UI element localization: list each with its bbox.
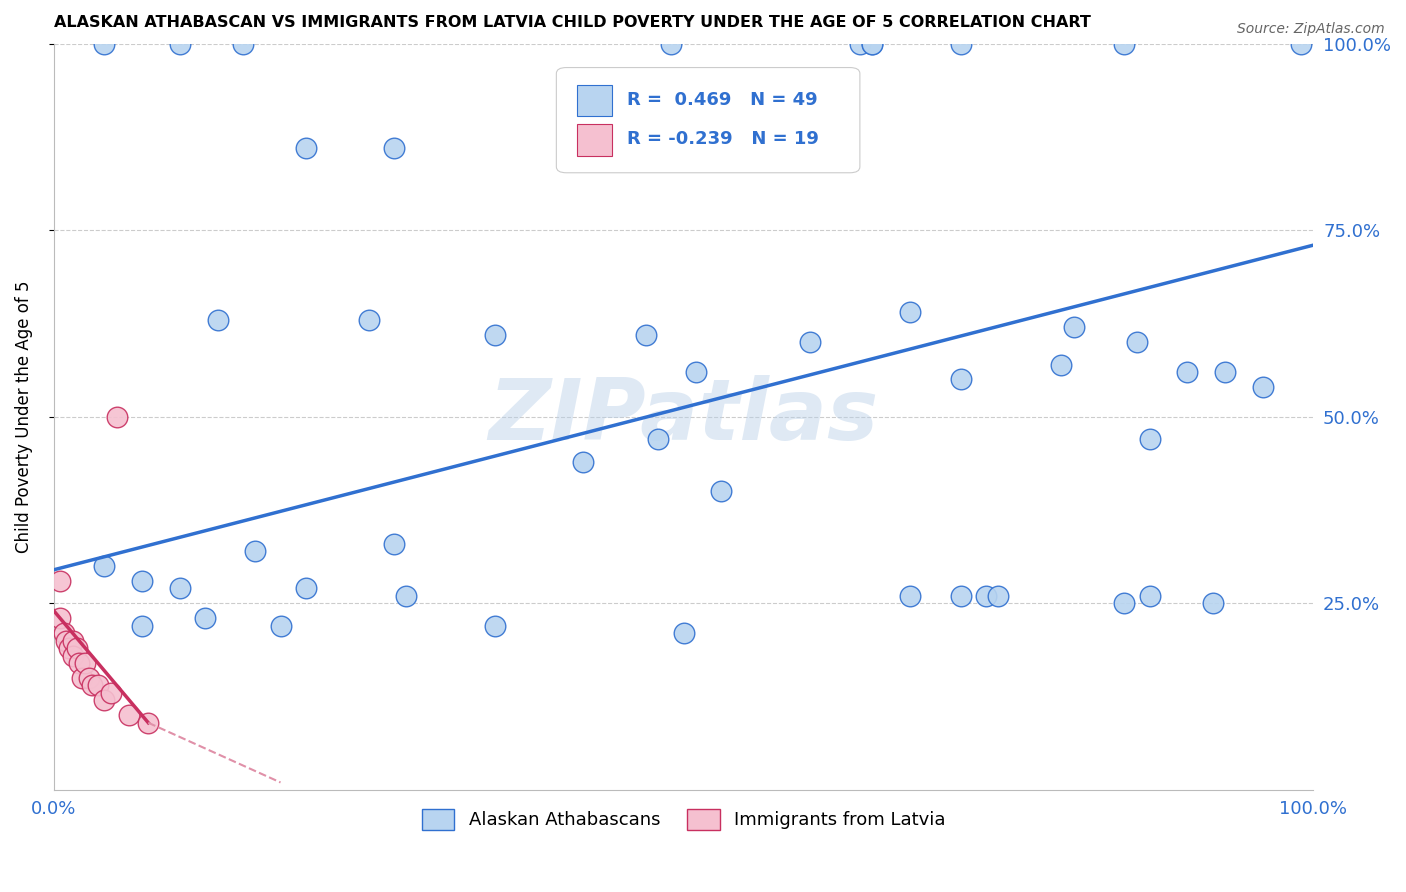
- Point: [862, 37, 884, 51]
- Point: [80, 678, 103, 692]
- Point: [232, 37, 254, 51]
- Point: [898, 589, 921, 603]
- Point: [245, 544, 267, 558]
- Point: [294, 582, 316, 596]
- Point: [62, 633, 84, 648]
- Point: [357, 312, 380, 326]
- Point: [799, 335, 821, 350]
- Y-axis label: Child Poverty Under the Age of 5: Child Poverty Under the Age of 5: [15, 281, 32, 553]
- Point: [93, 559, 115, 574]
- Point: [105, 409, 128, 424]
- Point: [1139, 589, 1161, 603]
- Point: [1175, 365, 1198, 379]
- Point: [634, 327, 657, 342]
- Point: [131, 619, 153, 633]
- Point: [1126, 335, 1149, 350]
- Point: [270, 619, 292, 633]
- Point: [862, 37, 884, 51]
- Point: [1063, 320, 1085, 334]
- Point: [849, 37, 872, 51]
- Point: [93, 693, 115, 707]
- Point: [647, 432, 669, 446]
- Point: [62, 648, 84, 663]
- FancyBboxPatch shape: [557, 68, 860, 173]
- Point: [898, 305, 921, 319]
- Point: [1114, 596, 1136, 610]
- Point: [52, 626, 75, 640]
- FancyBboxPatch shape: [576, 85, 612, 116]
- Point: [1050, 358, 1073, 372]
- Point: [65, 641, 87, 656]
- Point: [974, 589, 997, 603]
- Point: [949, 372, 972, 386]
- Point: [194, 611, 217, 625]
- Point: [136, 715, 159, 730]
- Point: [1251, 380, 1274, 394]
- Text: R =  0.469   N = 49: R = 0.469 N = 49: [627, 91, 817, 109]
- Text: Source: ZipAtlas.com: Source: ZipAtlas.com: [1237, 22, 1385, 37]
- Text: R = -0.239   N = 19: R = -0.239 N = 19: [627, 130, 818, 148]
- Point: [169, 37, 191, 51]
- Point: [382, 141, 405, 155]
- Point: [949, 37, 972, 51]
- Point: [484, 619, 506, 633]
- Point: [77, 671, 100, 685]
- Point: [1289, 37, 1312, 51]
- Point: [987, 589, 1010, 603]
- Point: [685, 365, 707, 379]
- Point: [1213, 365, 1236, 379]
- Point: [710, 484, 733, 499]
- Point: [49, 611, 72, 625]
- Point: [49, 574, 72, 588]
- Point: [672, 626, 695, 640]
- Point: [58, 641, 80, 656]
- Point: [93, 37, 115, 51]
- Point: [1201, 596, 1223, 610]
- Point: [87, 678, 110, 692]
- Point: [55, 633, 77, 648]
- Text: ALASKAN ATHABASCAN VS IMMIGRANTS FROM LATVIA CHILD POVERTY UNDER THE AGE OF 5 CO: ALASKAN ATHABASCAN VS IMMIGRANTS FROM LA…: [53, 15, 1091, 30]
- Point: [395, 589, 418, 603]
- Point: [75, 656, 97, 670]
- Point: [118, 708, 141, 723]
- Point: [294, 141, 316, 155]
- Legend: Alaskan Athabascans, Immigrants from Latvia: Alaskan Athabascans, Immigrants from Lat…: [415, 802, 953, 837]
- Point: [949, 589, 972, 603]
- Point: [1139, 432, 1161, 446]
- Point: [382, 536, 405, 550]
- Point: [207, 312, 229, 326]
- Point: [484, 327, 506, 342]
- Point: [131, 574, 153, 588]
- Point: [100, 686, 122, 700]
- Point: [67, 656, 90, 670]
- Point: [70, 671, 93, 685]
- Point: [659, 37, 682, 51]
- Point: [169, 582, 191, 596]
- Point: [1114, 37, 1136, 51]
- Text: ZIPatlas: ZIPatlas: [488, 376, 879, 458]
- FancyBboxPatch shape: [576, 124, 612, 155]
- Point: [572, 454, 595, 468]
